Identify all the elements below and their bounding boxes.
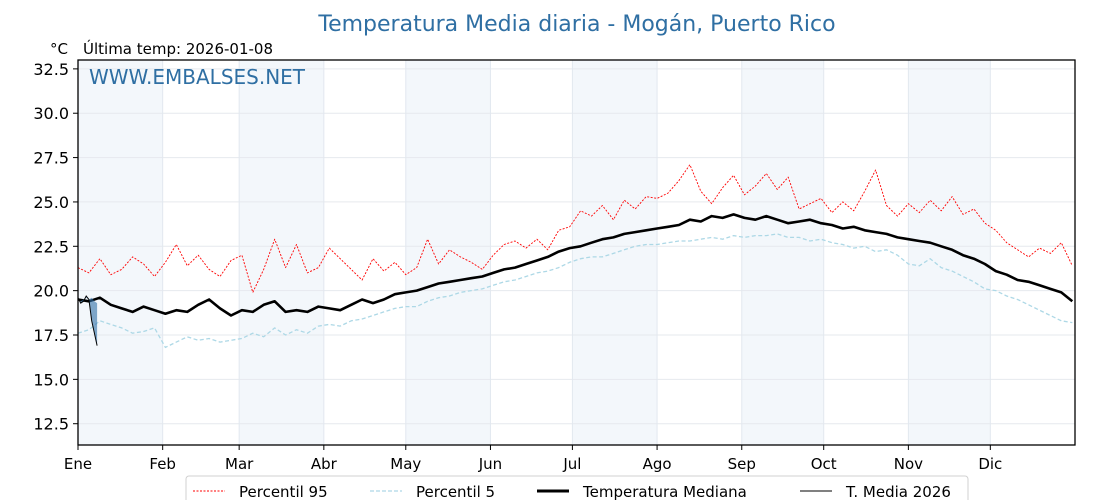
x-tick-label: Abr [311, 455, 338, 473]
y-tick-label: 27.5 [33, 149, 69, 168]
series-percentil-5 [77, 233, 1073, 349]
y-tick-label: 22.5 [33, 237, 69, 256]
y-tick-label: 17.5 [33, 326, 69, 345]
y-tick-label: 15.0 [33, 370, 69, 389]
x-tick-label: Ago [643, 455, 672, 473]
y-tick-label: 30.0 [33, 104, 69, 123]
month-band [405, 60, 491, 445]
series-temperatura-mediana [77, 213, 1074, 317]
series-t-media-2026 [77, 295, 98, 346]
legend-label-median: Temperatura Mediana [582, 483, 747, 500]
x-tick-label: May [390, 455, 421, 473]
y-tick-label: 20.0 [33, 282, 69, 301]
unit-label: °C [50, 40, 68, 58]
legend-label-p5: Percentil 5 [416, 483, 495, 500]
x-tick-label: Oct [811, 455, 837, 473]
y-tick-label: 12.5 [33, 415, 69, 434]
month-band [78, 60, 163, 445]
last-temp-label: Última temp: 2026-01-08 [83, 39, 273, 58]
month-band [908, 60, 991, 445]
series-percentil-95 [77, 164, 1073, 293]
month-band [239, 60, 324, 445]
y-axis: 12.5 15.0 17.5 20.0 22.5 25.0 27.5 30.0 32.5 [33, 60, 78, 434]
x-tick-label: Ene [64, 455, 92, 473]
x-tick-label: Sep [728, 455, 756, 473]
chart-title: Temperatura Media diaria - Mogán, Puerto… [317, 12, 835, 37]
y-tick-label: 25.0 [33, 193, 69, 212]
month-band [741, 60, 824, 445]
x-tick-label: Nov [894, 455, 923, 473]
legend-label-p95: Percentil 95 [239, 483, 328, 500]
legend-label-current: T. Media 2026 [845, 483, 951, 500]
legend-box [185, 475, 969, 500]
x-axis: Ene Feb Mar Abr May Jun Jul Ago Sep Oct Nov Dic [64, 445, 1002, 473]
y-tick-label: 32.5 [33, 60, 69, 79]
plot-frame [77, 59, 1076, 446]
legend: Percentil 95 Percentil 5 Temperatura Med… [185, 475, 969, 500]
watermark: WWW.EMBALSES.NET [89, 65, 306, 89]
month-bands [78, 60, 991, 445]
x-tick-label: Feb [149, 455, 176, 473]
x-tick-label: Jun [478, 455, 502, 473]
x-tick-label: Mar [225, 455, 254, 473]
x-tick-label: Dic [978, 455, 1002, 473]
x-tick-label: Jul [562, 455, 581, 473]
series-group [77, 164, 1074, 349]
current-year-deviation-fill [78, 296, 98, 346]
